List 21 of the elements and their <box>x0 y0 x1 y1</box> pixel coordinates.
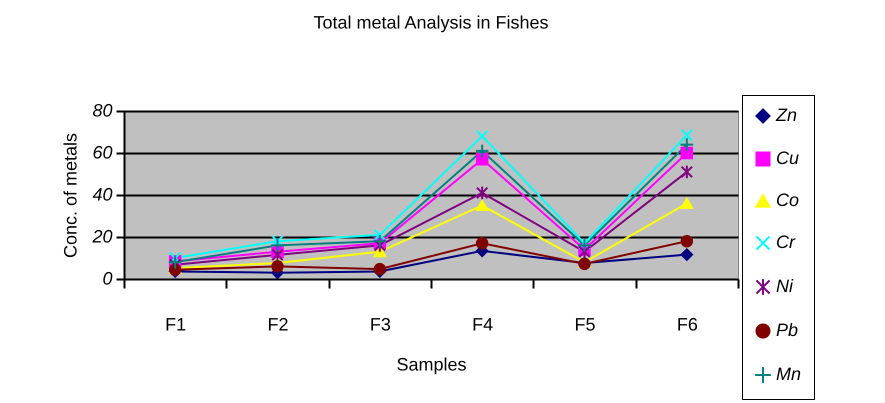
x-tick-label: F6 <box>676 314 698 334</box>
y-tick-label: 0 <box>102 268 112 288</box>
legend-label: Zn <box>775 105 798 125</box>
legend-label: Co <box>776 190 800 210</box>
x-tick-label: F2 <box>267 314 289 334</box>
y-tick-label: 60 <box>92 142 112 162</box>
x-tick-label: F4 <box>472 314 494 334</box>
legend-label: Ni <box>776 276 794 296</box>
x-tick-label: F5 <box>574 314 596 334</box>
chart-title: Total metal Analysis in Fishes <box>313 12 549 32</box>
y-tick-label: 40 <box>92 184 112 204</box>
x-tick-label: F3 <box>370 314 391 334</box>
x-tick-label: F1 <box>165 314 186 334</box>
y-axis-title: Conc. of metals <box>60 132 80 258</box>
legend-label: Mn <box>776 364 802 384</box>
legend-label: Cu <box>776 148 800 168</box>
legend-label: Cr <box>776 232 796 252</box>
y-tick-label: 80 <box>92 100 112 120</box>
y-tick-label: 20 <box>91 226 112 246</box>
legend-label: Pb <box>776 320 798 340</box>
x-axis-title: Samples <box>396 354 467 374</box>
